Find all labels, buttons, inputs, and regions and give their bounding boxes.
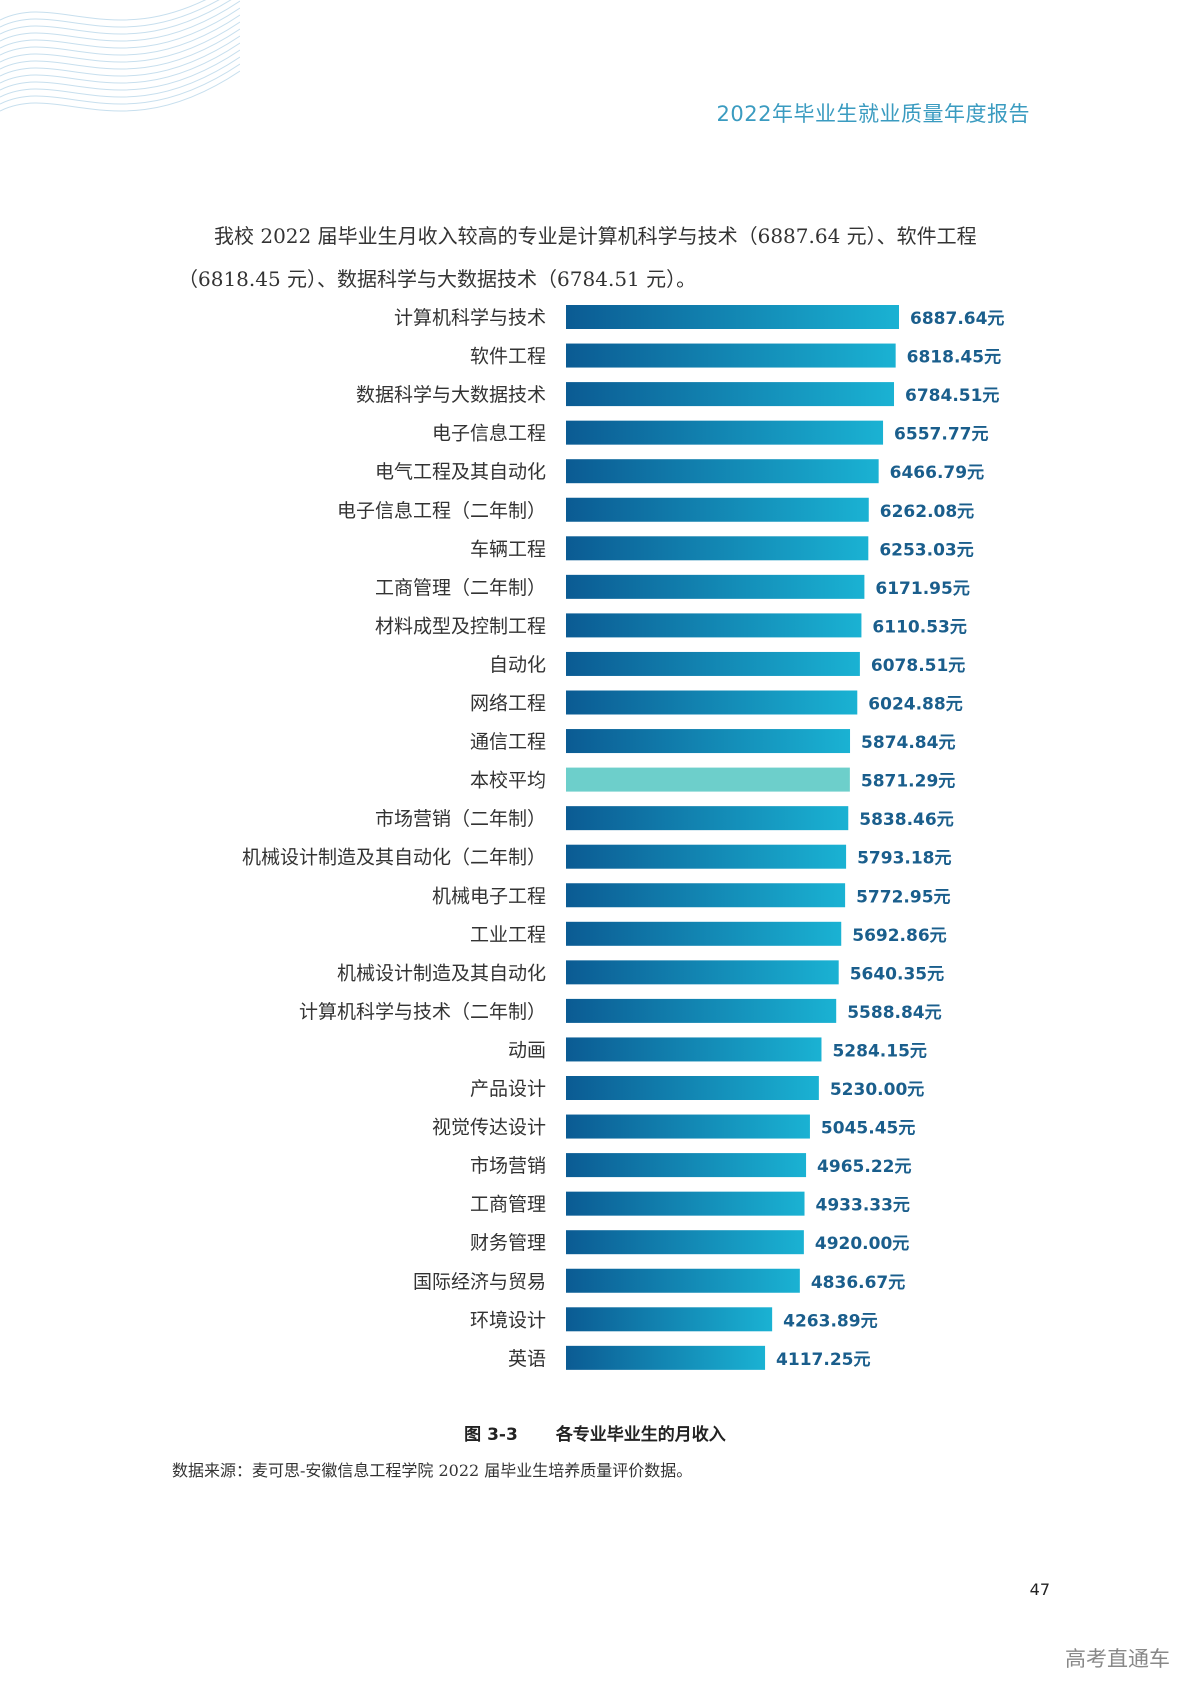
bar [566, 960, 839, 985]
bar-value-label: 5793.18元 [857, 849, 951, 869]
category-label: 计算机科学与技术 [394, 307, 546, 329]
intro-paragraph: 我校 2022 届毕业生月收入较高的专业是计算机科学与技术（6887.64 元）… [178, 224, 977, 291]
figure-caption: 图 3-3 各专业毕业生的月收入 [0, 1420, 1190, 1445]
category-label: 机械电子工程 [432, 885, 546, 907]
category-label: 车辆工程 [470, 538, 546, 560]
category-label: 软件工程 [470, 346, 546, 368]
bar-value-label: 5640.35元 [850, 964, 944, 984]
bar-value-label: 5871.29元 [861, 772, 955, 792]
bar [566, 1037, 822, 1062]
bar [566, 1230, 804, 1255]
bar [566, 651, 860, 676]
bar [566, 921, 842, 946]
category-label: 工商管理 [470, 1194, 546, 1216]
bar-value-label: 6887.64元 [910, 309, 1004, 329]
bar [566, 1076, 819, 1100]
data-source-note: 数据来源：麦可思-安徽信息工程学院 2022 届毕业生培养质量评价数据。 [172, 1461, 693, 1480]
bar [566, 1153, 807, 1178]
bar [566, 343, 896, 368]
bar [566, 536, 869, 561]
bar [566, 729, 851, 754]
bar [566, 1191, 805, 1216]
category-label: 国际经济与贸易 [413, 1271, 546, 1293]
bar [566, 883, 846, 908]
bar-value-label: 4965.22元 [817, 1157, 911, 1177]
bar [566, 497, 869, 522]
category-label: 电气工程及其自动化 [375, 461, 546, 483]
category-label: 数据科学与大数据技术 [356, 384, 546, 406]
bar-value-label: 4836.67元 [811, 1273, 905, 1293]
category-label: 本校平均 [470, 770, 546, 792]
category-label: 工商管理（二年制） [375, 577, 546, 599]
bar [566, 459, 879, 484]
bar-value-label: 5230.00元 [830, 1080, 924, 1100]
category-label: 工业工程 [470, 924, 546, 946]
bar-value-label: 6818.45元 [907, 348, 1001, 368]
bar-value-label: 6557.77元 [894, 425, 988, 445]
decorative-wave-lines [0, 0, 240, 112]
bar-value-label: 6171.95元 [875, 579, 969, 599]
category-label: 网络工程 [470, 693, 546, 715]
category-label: 材料成型及控制工程 [375, 615, 546, 637]
bar [566, 998, 837, 1023]
category-label: 动画 [508, 1039, 546, 1061]
bar-value-label: 5772.95元 [856, 887, 950, 907]
bar-value-label: 4263.89元 [783, 1311, 877, 1331]
bar [566, 1345, 766, 1370]
bar [566, 844, 847, 869]
bar-value-label: 6262.08元 [880, 502, 974, 522]
category-label: 通信工程 [470, 731, 546, 753]
bar-value-label: 6466.79元 [890, 463, 984, 483]
category-label: 财务管理 [470, 1232, 546, 1254]
bar-value-label: 5588.84元 [847, 1003, 941, 1023]
bar-value-label: 6024.88元 [868, 695, 962, 715]
bar [566, 420, 884, 445]
bar-value-label: 4920.00元 [815, 1234, 909, 1254]
page-number: 47 [1029, 1580, 1050, 1599]
category-label: 产品设计 [470, 1078, 546, 1100]
bar [566, 1268, 800, 1293]
category-label: 市场营销（二年制） [375, 808, 546, 830]
watermark-text: 高考直通车 [1065, 1647, 1170, 1671]
category-label: 机械设计制造及其自动化 [337, 962, 546, 984]
category-label: 市场营销 [470, 1155, 546, 1177]
bar-value-label: 4933.33元 [816, 1196, 910, 1216]
category-label: 英语 [508, 1348, 546, 1370]
bar [566, 690, 858, 715]
bar-value-label: 6110.53元 [872, 617, 966, 637]
bar-value-label: 6784.51元 [905, 386, 999, 406]
bar [566, 1307, 773, 1332]
category-label: 电子信息工程 [432, 423, 546, 445]
bar [566, 1114, 810, 1139]
figure-number: 图 3-3 [464, 1425, 518, 1445]
average-bar [566, 767, 850, 792]
bar [566, 382, 895, 407]
bar-value-label: 5045.45元 [821, 1119, 915, 1139]
category-label: 机械设计制造及其自动化（二年制） [242, 847, 546, 869]
category-label: 计算机科学与技术（二年制） [299, 1001, 546, 1023]
bar [566, 613, 862, 638]
bar-value-label: 5874.84元 [861, 733, 955, 753]
bar-value-label: 6078.51元 [871, 656, 965, 676]
bar [566, 574, 865, 599]
category-label: 视觉传达设计 [432, 1117, 546, 1139]
bar-value-label: 5692.86元 [852, 926, 946, 946]
bar-value-label: 5838.46元 [859, 810, 953, 830]
figure-title: 各专业毕业生的月收入 [555, 1425, 726, 1445]
category-label: 电子信息工程（二年制） [337, 500, 546, 522]
bar [566, 305, 899, 329]
report-header-title: 2022年毕业生就业质量年度报告 [716, 102, 1030, 126]
bar-value-label: 5284.15元 [832, 1041, 926, 1061]
bar-value-label: 6253.03元 [879, 540, 973, 560]
bar [566, 806, 849, 831]
category-label: 环境设计 [470, 1309, 546, 1331]
bar-value-label: 4117.25元 [776, 1350, 870, 1370]
category-label: 自动化 [489, 654, 546, 676]
